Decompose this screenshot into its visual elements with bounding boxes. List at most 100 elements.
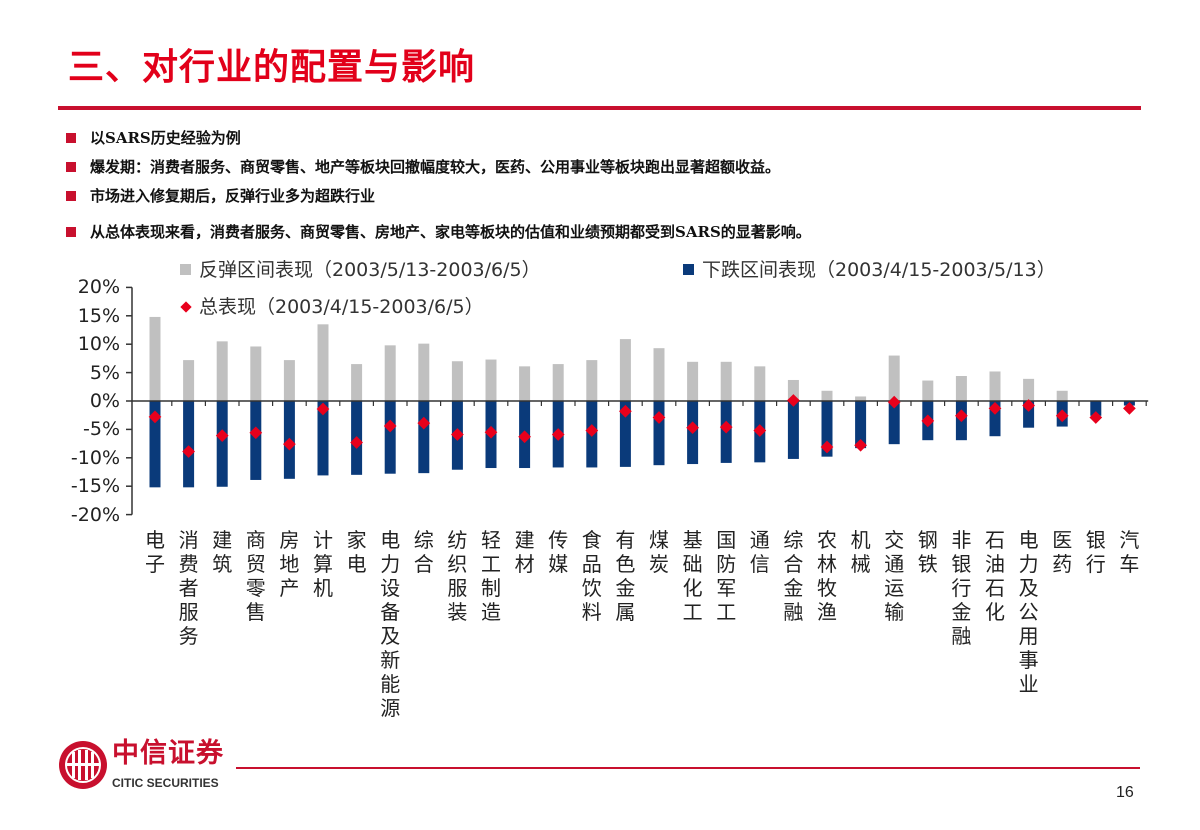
category-label: 通信 [749, 528, 770, 576]
rebound-bar [855, 396, 867, 401]
y-tick-label: -10% [70, 446, 120, 469]
category-label: 商贸零售 [245, 528, 266, 624]
decline-bar [1090, 401, 1102, 416]
legend-blue-swatch-icon [683, 264, 694, 275]
category-label: 家电 [346, 528, 367, 576]
category-label: 房地产 [279, 528, 300, 600]
rebound-bar [351, 364, 363, 401]
category-label: 汽车 [1119, 528, 1140, 576]
category-label: 基础化工 [682, 528, 703, 624]
decline-bar [821, 401, 833, 457]
category-label: 银行 [1085, 528, 1106, 576]
category-label: 钢铁 [917, 528, 938, 576]
rebound-bar [922, 380, 934, 401]
decline-bar [149, 401, 161, 488]
total-marker [148, 410, 162, 424]
rebound-bar [485, 359, 497, 401]
decline-bar [653, 401, 665, 466]
rebound-bar [586, 360, 598, 401]
rebound-bar [888, 355, 900, 401]
category-label: 机械 [850, 528, 871, 576]
rebound-bar [149, 316, 161, 401]
y-tick-label: 10% [77, 333, 120, 356]
rebound-bar [955, 376, 967, 401]
y-tick-label: 15% [77, 304, 120, 327]
y-tick-label: 5% [89, 361, 120, 384]
footer-divider [236, 767, 1140, 769]
title-divider [58, 106, 1141, 110]
total-marker [215, 429, 229, 443]
rebound-bar [653, 348, 665, 401]
legend-total: 总表现（2003/4/15-2003/6/5） [180, 296, 484, 318]
decline-bar [216, 401, 228, 487]
category-label: 有色金属 [615, 528, 636, 624]
legend-gray-swatch-icon [180, 264, 191, 275]
category-label: 消费者服务 [178, 528, 199, 648]
total-marker [283, 437, 296, 451]
rebound-bar [418, 343, 430, 401]
bullet-square-icon [66, 162, 76, 172]
total-marker [316, 402, 330, 416]
bullet-square-icon [66, 133, 76, 143]
legend-rebound: 反弹区间表现（2003/5/13-2003/6/5） [180, 259, 541, 281]
rebound-bar [519, 366, 531, 401]
rebound-bar [821, 390, 833, 401]
category-label: 轻工制造 [481, 528, 501, 624]
decline-bar [1023, 401, 1035, 428]
bullet-item: 市场进入修复期后，反弹行业多为超跌行业 [66, 184, 811, 213]
category-label: 电子 [145, 528, 165, 576]
y-tick-label: -15% [70, 475, 120, 498]
rebound-bar [451, 361, 463, 401]
y-tick-label: 20% [77, 276, 120, 299]
rebound-bar [216, 341, 228, 401]
rebound-bar [183, 360, 195, 401]
bullet-square-icon [66, 227, 76, 237]
category-label: 电力及公用事业 [1018, 528, 1039, 696]
rebound-bar [283, 360, 295, 401]
rebound-bar [1056, 390, 1068, 401]
bullet-item: 以SARS历史经验为例 [66, 126, 811, 155]
category-label: 煤炭 [649, 528, 669, 576]
total-marker [417, 416, 431, 430]
page-title: 三、对行业的配置与影响 [68, 47, 476, 88]
decline-bar [989, 401, 1001, 437]
legend-red-diamond-icon [180, 301, 192, 313]
decline-bar [418, 401, 430, 474]
rebound-bar [250, 346, 262, 401]
rebound-bar [787, 379, 799, 401]
category-label: 计算机 [313, 528, 333, 600]
category-label: 食品饮料 [581, 528, 602, 624]
y-tick-label: 0% [89, 390, 120, 412]
decline-bar [888, 401, 900, 445]
total-marker [484, 425, 498, 439]
rebound-bar [989, 371, 1001, 401]
decline-bar [250, 401, 262, 480]
bullet-item: 爆发期：消费者服务、商贸零售、地产等板块回撤幅度较大，医药、公用事业等板块跑出显… [66, 155, 811, 184]
category-label: 传媒 [548, 528, 569, 576]
rebound-bar [552, 364, 564, 401]
category-label: 纺织服装 [447, 528, 468, 624]
category-label: 建筑 [212, 528, 233, 576]
decline-bar [787, 401, 799, 459]
total-marker [350, 436, 363, 449]
citic-logo-icon [59, 741, 107, 789]
decline-bar [619, 401, 631, 467]
category-label: 建材 [514, 528, 535, 576]
category-label: 综合 [413, 528, 434, 576]
rebound-bar [1023, 378, 1035, 401]
category-label: 石油石化 [985, 528, 1005, 624]
decline-bar [384, 401, 396, 474]
decline-bar [183, 401, 195, 488]
y-tick-label: -20% [70, 503, 120, 526]
category-label: 医药 [1052, 528, 1073, 576]
total-marker [182, 445, 195, 458]
y-tick-label: -5% [83, 418, 120, 441]
legend-decline: 下跌区间表现（2003/4/15-2003/5/13） [683, 259, 1056, 281]
category-label: 非银行金融 [951, 528, 972, 648]
rebound-bar [317, 324, 329, 401]
rebound-bar [619, 339, 631, 401]
page-number: 16 [1116, 784, 1134, 801]
rebound-bar [687, 361, 699, 401]
rebound-bar [384, 345, 396, 401]
